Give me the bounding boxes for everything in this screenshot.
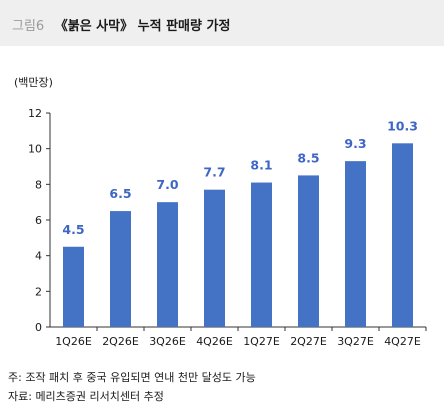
bar (110, 211, 131, 327)
bar (63, 246, 84, 327)
bar-chart: (백만장) 0 2 4 6 8 10 12 1Q26E 2Q26E 3Q26E 4Q26E 1Q27E… (14, 76, 427, 348)
bar (298, 175, 319, 327)
y-tick-label: 4 (35, 250, 42, 263)
figure-number: 그림6 (12, 19, 45, 34)
bar (204, 189, 225, 327)
chart-bars (63, 143, 413, 327)
x-tick-label: 4Q27E (384, 335, 421, 348)
x-tick-label: 2Q27E (290, 335, 327, 348)
data-label: 7.0 (156, 177, 178, 192)
chart-axes: 0 2 4 6 8 10 12 1Q26E 2Q26E 3Q26E 4Q26E 1Q27E 2Q27E 3… (28, 107, 427, 348)
bar (345, 161, 366, 327)
bar (157, 202, 178, 327)
y-tick-label: 2 (35, 285, 42, 298)
data-label: 8.5 (297, 150, 319, 165)
footnotes: 주: 조작 패치 후 중국 유입되면 연내 천만 달성도 가능 자료: 메리츠증… (8, 368, 256, 406)
x-tick-label: 1Q26E (55, 335, 92, 348)
x-tick-label: 3Q27E (337, 335, 374, 348)
bar (251, 182, 272, 327)
y-tick-label: 12 (28, 107, 42, 120)
data-label: 8.1 (250, 158, 272, 173)
footnote: 주: 조작 패치 후 중국 유입되면 연내 천만 달성도 가능 (8, 371, 256, 384)
data-label: 6.5 (109, 186, 131, 201)
data-label: 7.7 (203, 165, 225, 180)
data-label: 10.3 (387, 118, 418, 133)
y-tick-label: 0 (35, 321, 42, 334)
x-tick-label: 4Q26E (196, 335, 233, 348)
bar (392, 143, 413, 327)
y-unit-label: (백만장) (14, 76, 53, 89)
y-tick-label: 10 (28, 143, 42, 156)
chart-data-labels: 4.5 6.5 7.0 7.7 8.1 8.5 9.3 10.3 (62, 118, 418, 236)
figure-header: 그림6 《붉은 사막》 누적 판매량 가정 (0, 0, 444, 46)
source-note: 자료: 메리츠증권 리서치센터 추정 (8, 390, 164, 403)
x-tick-label: 2Q26E (102, 335, 139, 348)
x-tick-label: 3Q26E (149, 335, 186, 348)
data-label: 9.3 (344, 136, 366, 151)
data-label: 4.5 (62, 222, 84, 237)
y-tick-label: 6 (35, 214, 42, 227)
figure-title: 《붉은 사막》 누적 판매량 가정 (54, 19, 231, 34)
y-tick-label: 8 (35, 178, 42, 191)
x-tick-label: 1Q27E (243, 335, 280, 348)
